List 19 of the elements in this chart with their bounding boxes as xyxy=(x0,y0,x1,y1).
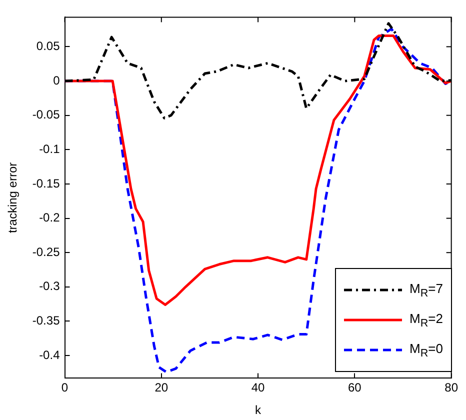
y-tick-label: -0.4 xyxy=(39,348,60,362)
y-tick-label: -0.25 xyxy=(32,244,60,259)
x-tick-label: 60 xyxy=(348,380,362,395)
y-axis-title: tracking error xyxy=(6,162,20,234)
y-tick-label: -0.3 xyxy=(39,279,60,294)
x-axis-title: k xyxy=(255,403,262,418)
y-tick-label: -0.05 xyxy=(32,108,60,122)
y-tick-label: 0.05 xyxy=(36,39,60,54)
y-tick-label: -0.2 xyxy=(39,210,60,225)
x-tick-label: 20 xyxy=(154,380,168,395)
y-tick-label: -0.35 xyxy=(32,314,60,328)
y-tick-label: -0.15 xyxy=(32,176,60,190)
legend-label: M$_{R}$=2 xyxy=(410,310,443,330)
y-tick-label: 0 xyxy=(53,73,60,88)
x-tick-label: 40 xyxy=(251,380,266,395)
x-tick-label: 80 xyxy=(444,380,458,395)
legend-label: M$_{R}$=7 xyxy=(410,280,443,300)
legend-label: M$_{R}$=0 xyxy=(410,340,443,360)
y-tick-label: -0.1 xyxy=(39,142,60,156)
